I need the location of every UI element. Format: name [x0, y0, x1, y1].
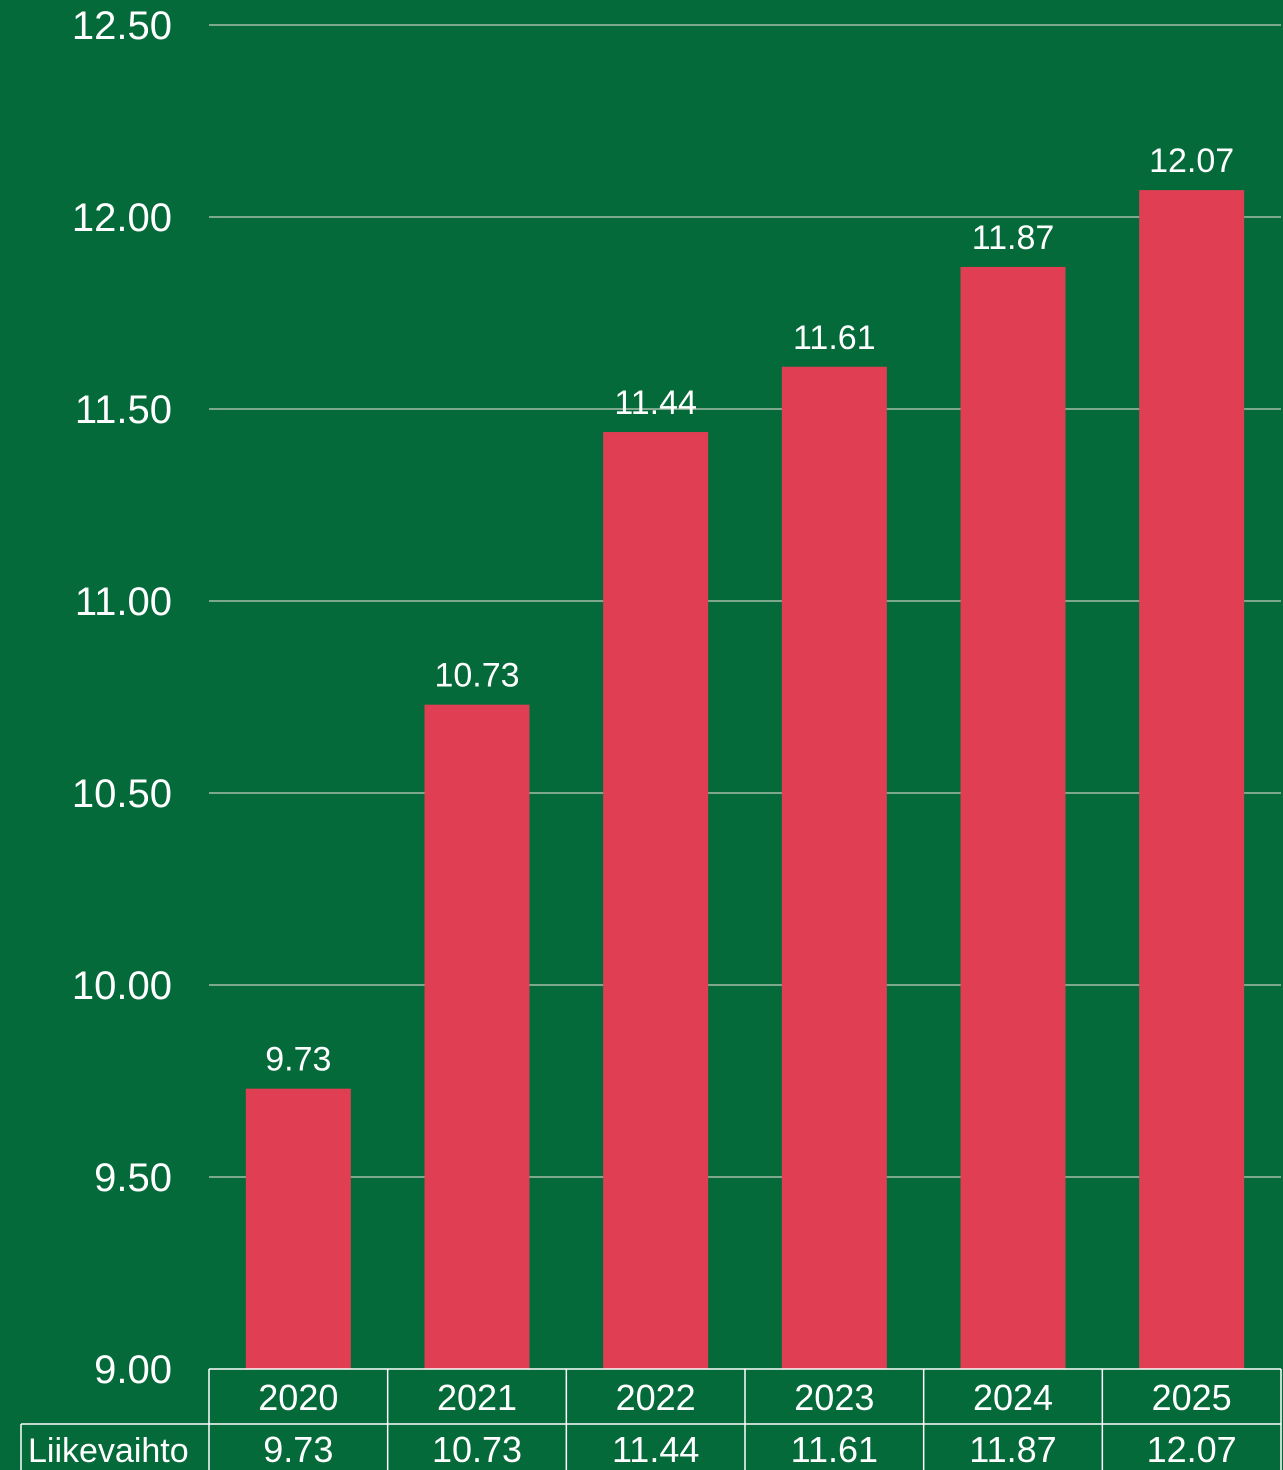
y-tick-label: 10.00 [72, 964, 172, 1008]
y-tick-label: 11.50 [75, 388, 172, 432]
data-label: 9.73 [265, 1041, 331, 1079]
bar [960, 266, 1066, 1369]
y-tick-label: 12.00 [72, 196, 172, 240]
bar [781, 366, 887, 1369]
data-label: 11.87 [972, 219, 1055, 257]
data-label: 11.44 [614, 384, 697, 422]
table-value: 11.44 [612, 1429, 699, 1470]
bar [1139, 190, 1245, 1369]
x-tick-label: 2022 [616, 1377, 696, 1418]
y-tick-label: 10.50 [72, 772, 172, 816]
legend-label: Liikevaihto [28, 1432, 189, 1470]
y-tick-label: 11.00 [75, 580, 172, 624]
table-value: 10.73 [432, 1429, 522, 1470]
y-tick-label: 12.50 [72, 4, 172, 48]
x-tick-label: 2021 [437, 1377, 517, 1418]
table-value: 9.73 [263, 1429, 333, 1470]
data-label: 12.07 [1149, 142, 1234, 180]
bar [245, 1088, 351, 1369]
table-value: 12.07 [1147, 1429, 1237, 1470]
x-tick-label: 2020 [258, 1377, 338, 1418]
table-value: 11.61 [791, 1429, 878, 1470]
x-tick-label: 2023 [794, 1377, 874, 1418]
table-value: 11.87 [969, 1429, 1056, 1470]
x-tick-label: 2025 [1152, 1377, 1232, 1418]
y-tick-label: 9.50 [94, 1156, 172, 1200]
y-tick-label: 9.00 [94, 1348, 172, 1392]
bar [424, 704, 530, 1369]
x-tick-label: 2024 [973, 1377, 1053, 1418]
data-label: 10.73 [434, 657, 519, 695]
data-label: 11.61 [793, 319, 876, 357]
bar [603, 432, 709, 1369]
